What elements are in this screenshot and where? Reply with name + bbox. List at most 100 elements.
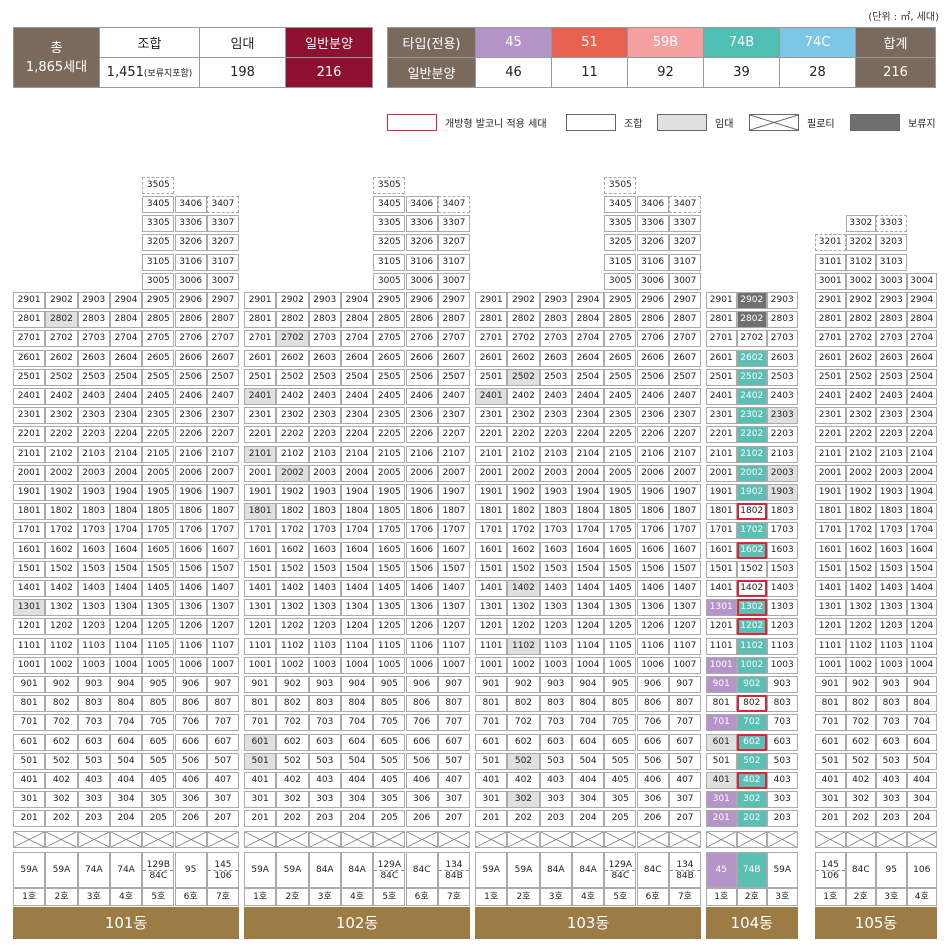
unit-cell: 507 <box>437 752 471 770</box>
unit-cell: 2403 <box>308 388 341 405</box>
unit-cell: 802 <box>507 695 540 713</box>
unit-cell: 1802 <box>736 503 767 521</box>
unit-cell: 2801 <box>13 311 46 329</box>
unit-cell: 1702 <box>736 522 767 540</box>
unit-cell: 2003 <box>767 464 798 482</box>
unit-cell: 2705 <box>604 330 637 348</box>
unit-cell: 1906 <box>174 484 207 501</box>
unit-cell: 703 <box>308 714 341 732</box>
unit-note: (단위 : ㎡, 세대) <box>868 12 939 23</box>
unit-cell: 1804 <box>340 503 374 521</box>
unit-cell: 1101 <box>706 637 737 655</box>
unit-cell: 203 <box>876 810 907 828</box>
unit-cell: 1401 <box>13 580 46 597</box>
unit-cell: 307 <box>206 791 240 809</box>
type-cell: 84A <box>308 852 341 888</box>
unit-cell: 401 <box>706 772 737 789</box>
unit-cell: 2505 <box>373 368 406 386</box>
unit-cell: 2402 <box>736 388 767 405</box>
unit-cell: 1302 <box>736 599 767 617</box>
unit-cell: 3406 <box>405 196 438 213</box>
unit-cell: 505 <box>142 752 175 770</box>
unit-cell: 2907 <box>206 292 240 309</box>
unit-cell: 1102 <box>736 637 767 655</box>
unit-cell: 802 <box>845 695 876 713</box>
unit-cell: 2506 <box>405 368 438 386</box>
unit-cell: 1907 <box>668 484 702 501</box>
unit-cell: 2307 <box>437 407 471 425</box>
unit-cell: 1502 <box>507 560 540 578</box>
piloti-cell <box>507 831 540 849</box>
unit-cell: 1601 <box>815 541 846 559</box>
building-label: 104동 <box>706 907 798 939</box>
unit-cell: 701 <box>706 714 737 732</box>
unit-cell: 1904 <box>571 484 605 501</box>
unit-cell: 3207 <box>668 234 702 252</box>
unit-cell: 1706 <box>405 522 438 540</box>
unit-cell: 403 <box>308 772 341 789</box>
unit-cell: 2102 <box>45 445 78 463</box>
unit-cell: 1901 <box>475 484 508 501</box>
unit-cell: 1205 <box>373 618 406 636</box>
unit-cell: 1704 <box>906 522 937 540</box>
type-cell: 84C <box>845 852 876 888</box>
type-74C: 74C <box>779 27 856 58</box>
unit-cell: 2103 <box>876 445 907 463</box>
unit-cell: 202 <box>276 810 309 828</box>
unit-cell: 206 <box>405 810 438 828</box>
unit-cell: 204 <box>109 810 143 828</box>
unit-cell: 404 <box>340 772 374 789</box>
unit-cell: 207 <box>206 810 240 828</box>
unit-cell: 801 <box>815 695 846 713</box>
unit-cell: 2104 <box>109 445 143 463</box>
unit-cell: 2304 <box>109 407 143 425</box>
unit-cell: 904 <box>340 676 374 693</box>
unit-cell: 1802 <box>276 503 309 521</box>
unit-cell: 607 <box>668 733 702 751</box>
unit-cell: 204 <box>340 810 374 828</box>
unit-cell: 2401 <box>244 388 277 405</box>
unit-cell: 2205 <box>373 426 406 444</box>
unit-cell: 2606 <box>636 349 669 367</box>
unit-cell: 2404 <box>906 388 937 405</box>
unit-cell: 405 <box>373 772 406 789</box>
unit-cell: 3505 <box>142 176 175 194</box>
unit-cell: 2903 <box>539 292 572 309</box>
unit-cell: 1003 <box>77 656 110 674</box>
unit-cell: 902 <box>845 676 876 693</box>
unit-cell: 1303 <box>876 599 907 617</box>
unit-cell: 1302 <box>276 599 309 617</box>
unit-cell: 2802 <box>45 311 78 329</box>
unit-cell: 2603 <box>876 349 907 367</box>
unit-cell: 2405 <box>142 388 175 405</box>
unit-cell: 2607 <box>668 349 702 367</box>
unit-cell: 1504 <box>571 560 605 578</box>
piloti-cell <box>45 831 78 849</box>
unit-cell: 402 <box>845 772 876 789</box>
unit-cell: 1206 <box>174 618 207 636</box>
unit-cell: 1202 <box>276 618 309 636</box>
unit-cell: 303 <box>308 791 341 809</box>
ho-label: 1호 <box>815 888 846 906</box>
unit-cell: 1005 <box>142 656 175 674</box>
unit-cell: 1502 <box>845 560 876 578</box>
unit-cell: 2204 <box>340 426 374 444</box>
swatch-reserve <box>850 114 900 131</box>
unit-cell: 1401 <box>706 580 737 597</box>
unit-cell: 1902 <box>845 484 876 501</box>
unit-cell: 2502 <box>845 368 876 386</box>
unit-cell: 402 <box>507 772 540 789</box>
piloti-cell <box>636 831 669 849</box>
unit-cell: 1301 <box>13 599 46 617</box>
unit-cell: 2204 <box>906 426 937 444</box>
unit-cell: 1202 <box>507 618 540 636</box>
unit-cell: 505 <box>604 752 637 770</box>
building-label: 105동 <box>815 907 937 939</box>
piloti-cell <box>876 831 907 849</box>
unit-cell: 1303 <box>308 599 341 617</box>
unit-cell: 1806 <box>636 503 669 521</box>
unit-cell: 502 <box>45 752 78 770</box>
unit-cell: 1305 <box>142 599 175 617</box>
unit-cell: 906 <box>405 676 438 693</box>
unit-cell: 3106 <box>405 253 438 271</box>
